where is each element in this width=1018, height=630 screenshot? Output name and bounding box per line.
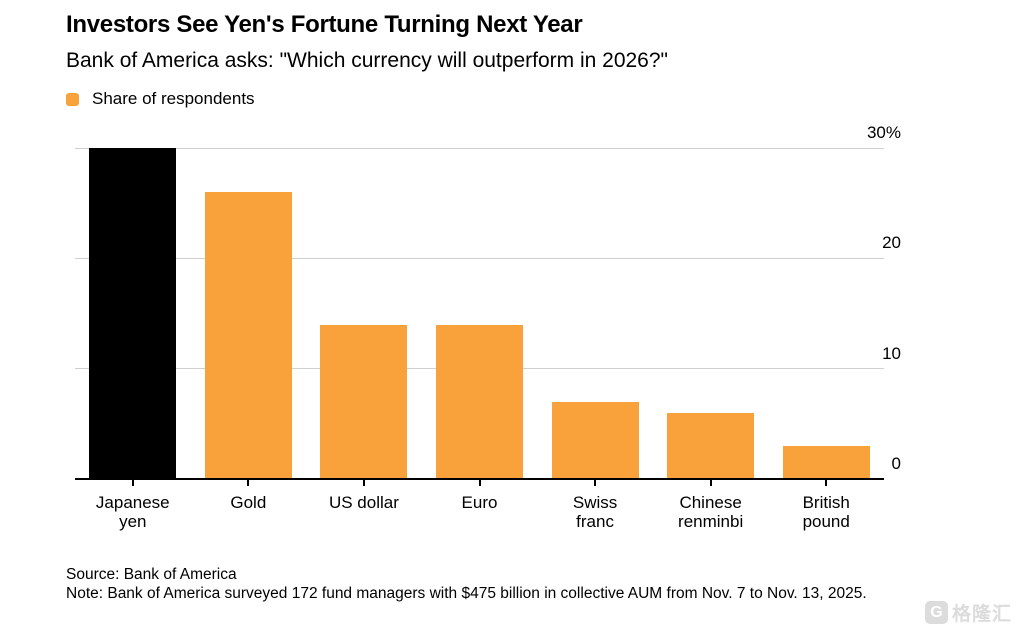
x-axis-label-gold: Gold [230,493,267,512]
bar-gold [204,192,292,479]
watermark: G 格隆汇 [924,599,1012,626]
chart-title: Investors See Yen's Fortune Turning Next… [66,11,583,38]
x-axis-tick-gold [247,480,250,486]
source-text: Source: Bank of America [66,566,237,583]
legend: Share of respondents [66,89,255,109]
bar-swiss-franc [551,401,639,479]
x-axis-tick-euro [478,480,481,486]
note-text: Note: Bank of America surveyed 172 fund … [66,585,867,602]
x-axis-label-japanese-yen: Japanese yen [95,493,170,531]
legend-label: Share of respondents [92,89,255,108]
y-axis-label-30: 30% [866,123,901,142]
x-axis-tick-us-dollar [362,480,365,486]
bar-chinese-renminbi [667,412,755,479]
bar-japanese-yen [89,148,177,479]
gridline-20 [75,257,884,259]
bar-euro [436,324,523,479]
y-axis-label-20: 20 [882,233,901,253]
x-axis-tick-british-pound [825,480,828,486]
x-axis-label-british-pound: British pound [802,493,850,531]
legend-swatch-icon [66,92,79,106]
x-axis-tick-chinese-renminbi [709,480,712,486]
gridline-30 [75,147,884,149]
x-axis-label-chinese-renminbi: Chinese renminbi [678,493,744,531]
x-axis-tick-swiss-franc [594,480,597,486]
bar-us-dollar [320,324,408,479]
watermark-text: 格隆汇 [951,604,1012,625]
gelonghui-logo-icon: G [924,601,948,624]
x-axis-label-euro: Euro [461,493,498,512]
footer: Source: Bank of America Note: Bank of Am… [66,565,890,603]
y-axis-label-0: 0 [891,454,901,473]
bar-british-pound [782,445,870,479]
y-axis-label-10: 10 [882,343,901,363]
x-axis-line [75,478,884,480]
chart-subtitle: Bank of America asks: "Which currency wi… [66,49,668,72]
x-axis-label-us-dollar: US dollar [328,493,399,512]
x-axis-tick-japanese-yen [131,480,134,486]
x-axis-label-swiss-franc: Swiss franc [572,493,618,531]
